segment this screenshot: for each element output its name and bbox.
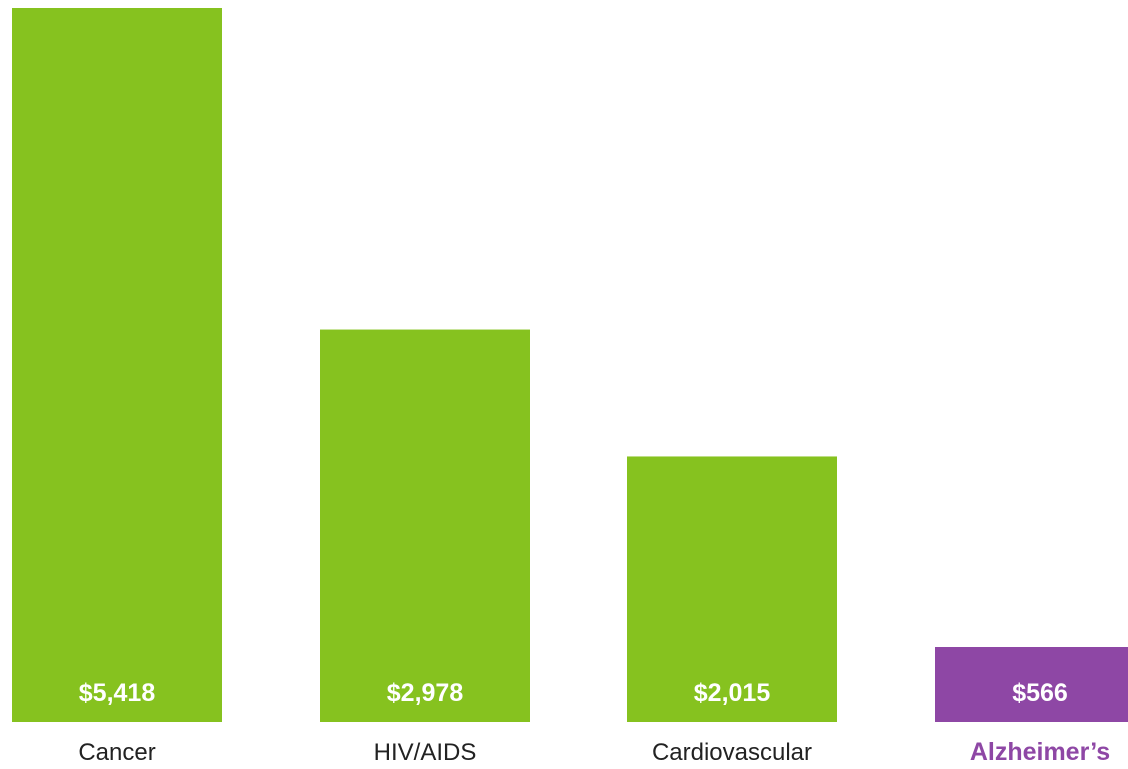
bar-cancer: [12, 8, 222, 722]
category-label-hiv-aids: HIV/AIDS: [374, 739, 477, 766]
bar-alzheimer-s: [935, 647, 1128, 722]
bar-cardiovascular: [627, 456, 837, 722]
value-label-cardiovascular: $2,015: [694, 679, 771, 707]
category-label-cardiovascular: Cardiovascular: [652, 739, 812, 766]
value-label-hiv-aids: $2,978: [387, 679, 464, 707]
value-label-alzheimer-s: $566: [1012, 679, 1068, 707]
category-label-cancer: Cancer: [78, 739, 155, 766]
category-label-alzheimer-s: Alzheimer’s: [970, 738, 1110, 766]
bar-hiv-aids: [320, 329, 530, 722]
value-label-cancer: $5,418: [79, 679, 156, 707]
